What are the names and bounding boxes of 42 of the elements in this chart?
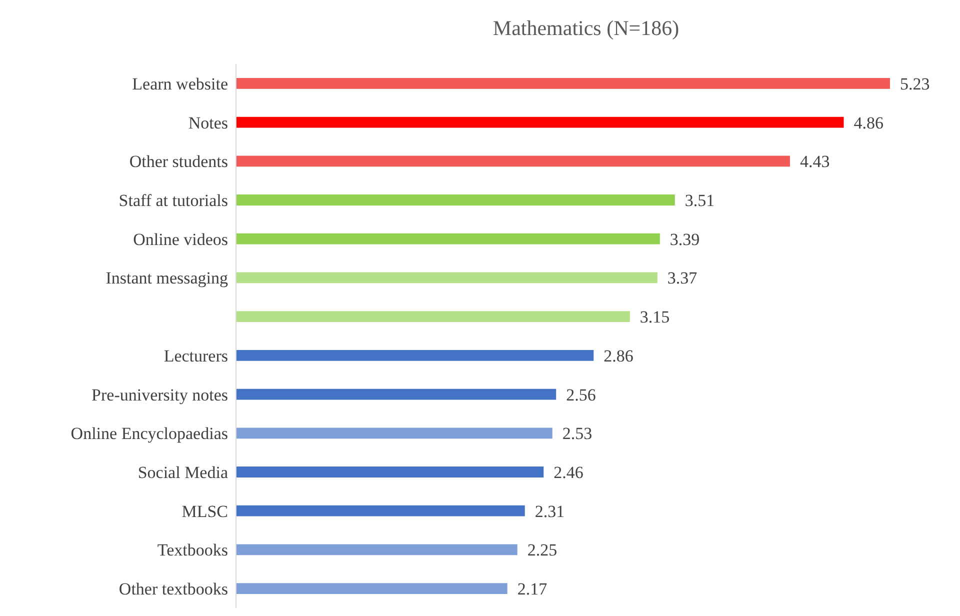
data-label: 2.17: [517, 580, 548, 599]
bar: [236, 233, 660, 244]
y-tick-label: Textbooks: [157, 540, 228, 560]
data-label: 2.56: [566, 385, 596, 404]
y-tick-label: Notes: [188, 113, 228, 132]
y-tick-label: Online Encyclopaedias: [70, 424, 228, 444]
data-label: 3.15: [640, 308, 670, 327]
y-tick-label: Lecturers: [164, 346, 228, 366]
bar: [236, 311, 630, 322]
bar: [236, 388, 556, 400]
y-tick-label: Other textbooks: [118, 580, 228, 599]
data-label: 4.86: [854, 113, 884, 132]
bar: [236, 350, 594, 361]
data-label: 2.25: [527, 540, 558, 560]
y-tick-label: Learn website: [132, 74, 228, 94]
data-label: 3.37: [667, 268, 698, 288]
bar: [236, 272, 658, 284]
bar: [236, 194, 675, 206]
y-tick-label: Online videos: [133, 230, 228, 249]
bar: [236, 583, 508, 594]
bar: [236, 116, 844, 128]
bar: [236, 544, 518, 556]
data-label: 5.23: [900, 74, 930, 94]
chart-title: Mathematics (N=186): [492, 16, 680, 41]
y-tick-label: Pre-university notes: [92, 385, 228, 404]
bar: [236, 428, 552, 439]
data-label: 3.51: [684, 191, 715, 210]
y-tick-label: Social Media: [138, 463, 228, 482]
bar: [236, 78, 890, 89]
y-tick-label: Other students: [129, 152, 228, 172]
y-tick-label: MLSC: [182, 502, 228, 521]
y-tick-label: Instant messaging: [106, 268, 228, 288]
data-label: 2.86: [604, 346, 634, 366]
bar: [236, 156, 790, 167]
data-label: 4.43: [800, 152, 830, 172]
data-label: 3.39: [670, 230, 700, 249]
data-label: 2.53: [562, 424, 592, 444]
y-tick-label: Staff at tutorials: [118, 191, 228, 210]
data-label: 2.46: [554, 463, 584, 482]
bar: [236, 466, 544, 478]
bar: [236, 505, 525, 516]
data-label: 2.31: [534, 502, 565, 521]
